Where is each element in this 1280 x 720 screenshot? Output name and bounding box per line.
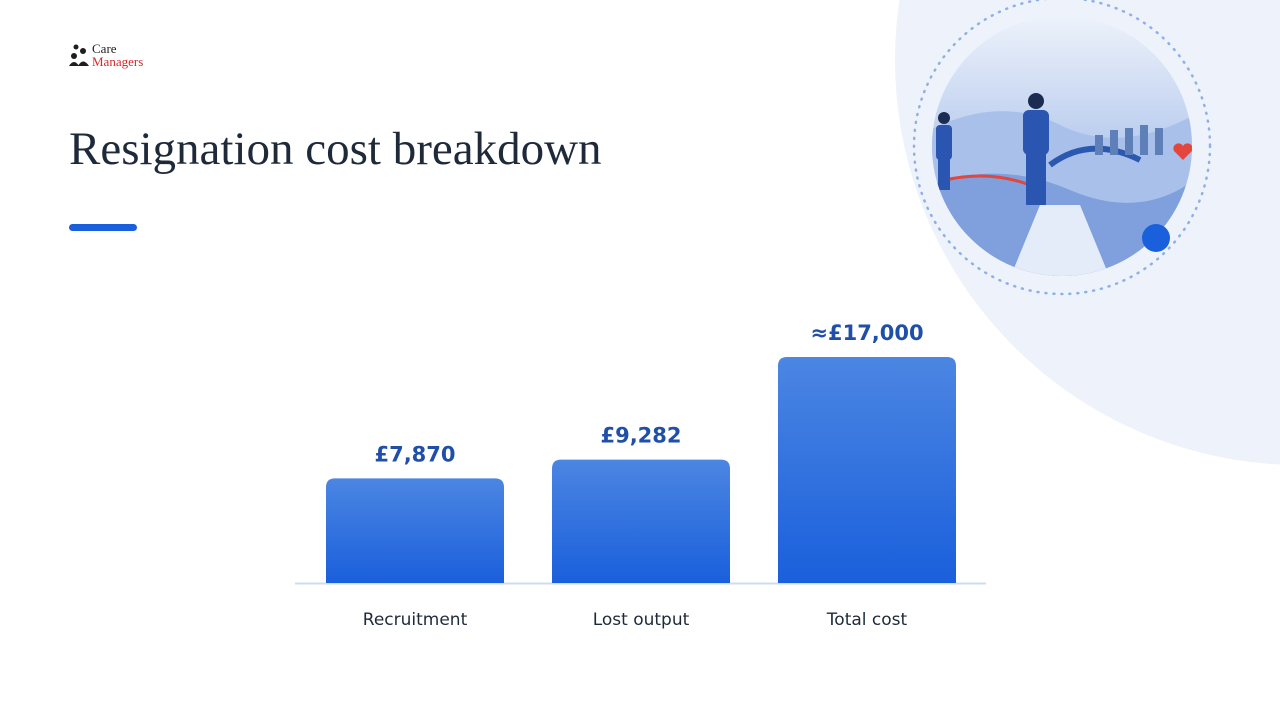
logo-icon [69,44,89,66]
value-label: £7,870 [374,442,455,466]
x-tick-label: Total cost [826,610,908,630]
value-label: ≈£17,000 [810,321,923,345]
logo-text: Managers [92,54,143,69]
bar [778,357,956,583]
value-label: £9,282 [600,424,681,448]
x-tick-label: Lost output [593,610,690,630]
logo-text: Care [92,41,117,56]
accent-dot [1142,224,1170,252]
title-underline [69,224,137,231]
slide-title: Resignation cost breakdown [69,123,602,175]
bar [552,459,730,583]
dotted-ring [912,0,1212,296]
x-tick-label: Recruitment [363,610,468,630]
bar [326,478,504,583]
